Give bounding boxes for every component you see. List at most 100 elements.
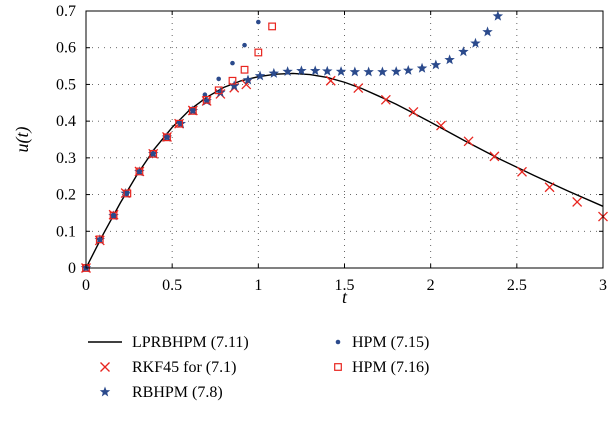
grid-lines	[86, 11, 603, 268]
data-point-star	[377, 66, 388, 77]
data-point-square	[135, 167, 144, 176]
data-point-square	[334, 363, 342, 371]
data-point-star	[458, 46, 469, 57]
data-point-dot	[111, 212, 116, 218]
data-point-x	[100, 362, 110, 372]
data-point-dot	[242, 42, 247, 48]
plot-series	[80, 10, 608, 273]
data-point-x	[489, 151, 500, 162]
data-point-square	[188, 106, 197, 115]
data-point-square	[202, 95, 211, 104]
data-point-x	[436, 120, 446, 131]
axis-ticks: 0 0.5 1 1.5 2 2.5 3 0 0.1 0.2 0.3 0.4 0.5 0.6 0.7	[56, 3, 607, 294]
data-point-square	[109, 211, 118, 220]
data-point-x	[463, 136, 474, 147]
data-point-square	[268, 22, 277, 31]
data-point-star	[349, 66, 361, 77]
data-point-star	[444, 54, 455, 65]
data-point-square	[254, 48, 263, 57]
series-square-marker	[82, 22, 277, 272]
data-point-star	[268, 67, 280, 78]
x-tick-label: 2.5	[507, 277, 527, 294]
data-point-dot	[164, 134, 170, 140]
legend-item: RKF45 for (7.1)	[100, 359, 236, 376]
data-point-square	[95, 235, 104, 244]
legend-item: HPM (7.16)	[334, 359, 429, 376]
data-point-dot	[335, 339, 341, 345]
x-tick-label: 1	[254, 277, 262, 294]
x-axis-label: t	[342, 287, 348, 307]
series-star-marker	[80, 10, 504, 273]
data-point-dot	[97, 237, 103, 242]
y-tick-label: 0.6	[56, 40, 76, 57]
legend: LPRBHPM (7.11) RKF45 for (7.1) RBHPM (7.8)…	[88, 334, 429, 401]
legend-label: RKF45 for (7.1)	[132, 359, 236, 376]
data-point-x	[544, 182, 555, 193]
data-point-star	[242, 74, 254, 85]
data-point-dot	[230, 60, 235, 66]
data-point-square	[240, 65, 249, 74]
data-point-dot	[137, 169, 142, 174]
data-point-dot	[216, 76, 221, 82]
data-point-star	[390, 66, 402, 77]
data-point-star	[430, 59, 442, 70]
x-tick-label: 2	[427, 277, 435, 294]
data-point-square	[175, 119, 183, 128]
data-point-x	[325, 75, 336, 86]
x-tick-label: 0.5	[162, 277, 182, 294]
data-point-star	[309, 65, 321, 76]
y-axis-label: u(t)	[12, 127, 33, 153]
data-point-dot	[176, 119, 182, 125]
data-point-star	[416, 62, 428, 73]
series-dot-marker	[83, 19, 261, 271]
data-point-star	[215, 87, 226, 97]
data-point-star	[403, 64, 414, 75]
legend-label: LPRBHPM (7.11)	[132, 334, 249, 351]
data-point-x	[517, 166, 527, 177]
data-point-star	[282, 66, 293, 77]
data-point-x	[572, 196, 583, 207]
data-point-star	[296, 65, 307, 76]
data-point-x	[380, 94, 391, 105]
data-point-x	[408, 107, 419, 117]
series-x-marker	[81, 75, 608, 273]
y-tick-label: 0.3	[56, 150, 76, 167]
data-point-star	[363, 66, 374, 77]
data-point-square	[228, 76, 237, 85]
data-point-dot	[256, 19, 261, 25]
y-axis-label-text: u(t)	[12, 127, 33, 153]
data-point-dot	[150, 151, 156, 156]
data-point-dot	[125, 190, 130, 196]
series-line	[86, 72, 603, 269]
x-tick-label: 3	[599, 277, 607, 294]
y-tick-label: 0.2	[56, 187, 76, 204]
legend-item: HPM (7.15)	[335, 334, 429, 351]
data-point-x	[353, 83, 364, 94]
y-tick-label: 0	[68, 260, 76, 277]
data-point-square	[163, 133, 171, 142]
data-point-square	[214, 86, 223, 95]
data-point-star	[322, 65, 333, 76]
legend-label: HPM (7.15)	[352, 334, 429, 351]
x-tick-label: 1.5	[335, 277, 355, 294]
data-point-star	[335, 66, 347, 77]
y-tick-label: 0.4	[56, 113, 76, 130]
legend-label: HPM (7.16)	[352, 359, 429, 376]
data-point-star	[201, 95, 212, 106]
legend-item: LPRBHPM (7.11)	[88, 334, 249, 351]
data-point-star	[470, 37, 481, 48]
data-point-dot	[202, 92, 208, 98]
data-point-star	[99, 386, 111, 397]
data-point-square	[123, 189, 132, 198]
y-tick-label: 0.1	[56, 223, 76, 240]
data-point-star	[482, 26, 493, 37]
legend-item: RBHPM (7.8)	[99, 384, 223, 401]
x-tick-label: 0	[82, 277, 90, 294]
legend-label: RBHPM (7.8)	[132, 384, 223, 401]
series-line	[86, 72, 603, 269]
data-point-star	[254, 70, 266, 81]
y-tick-label: 0.5	[56, 76, 76, 93]
data-point-star	[228, 80, 240, 91]
y-tick-label: 0.7	[56, 3, 76, 20]
